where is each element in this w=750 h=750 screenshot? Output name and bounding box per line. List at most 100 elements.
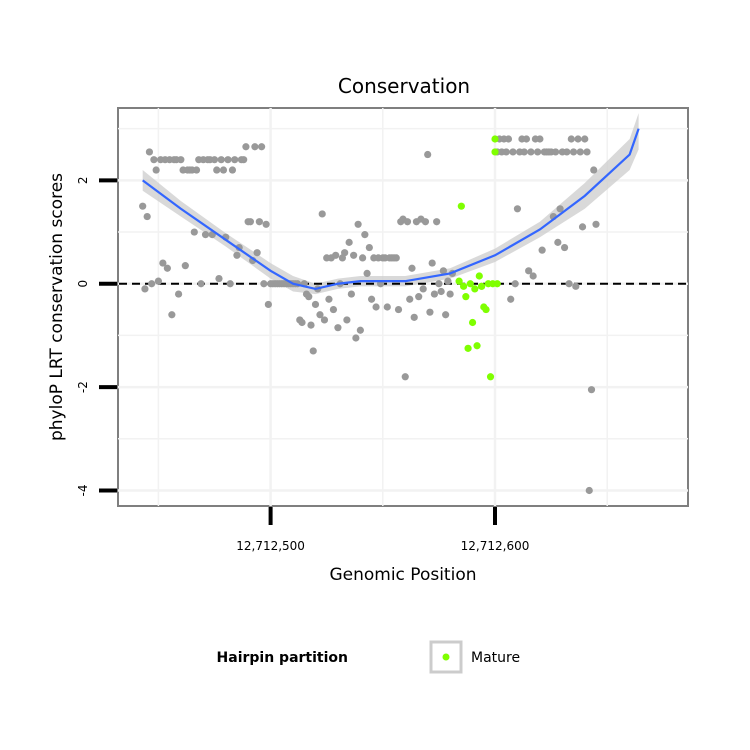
other-data-point [226,280,234,288]
other-data-point [574,135,582,143]
other-data-point [525,267,533,275]
other-data-point [356,326,364,334]
other-data-point [507,295,515,303]
other-data-point [511,280,519,288]
mature-data-point [491,135,499,143]
other-data-point [329,305,338,314]
other-data-point [316,311,324,319]
other-data-point [428,259,436,267]
x-axis: 12,712,500 12,712,600 [236,507,529,553]
other-data-point [426,308,434,316]
other-data-point [240,156,248,164]
other-data-point [215,274,223,283]
other-data-point [224,156,232,164]
mature-data-point [468,318,477,327]
other-data-point [403,218,412,226]
other-data-point [143,212,151,221]
other-data-point [192,166,201,174]
other-data-point [430,290,439,298]
other-data-point [590,166,598,174]
confidence-band-area [142,113,639,295]
other-data-point [341,249,349,257]
other-data-point [246,218,255,226]
other-data-point [560,243,569,252]
other-data-point [433,218,441,226]
chart-title: Conservation [338,74,470,98]
other-data-point [354,220,362,228]
other-data-point [311,300,320,309]
other-data-point [556,205,564,213]
mature-data-point [482,305,490,314]
other-data-point [437,287,445,296]
other-data-point [197,280,205,288]
other-data-point [509,148,517,156]
other-data-point [563,148,571,156]
other-data-point [334,324,342,332]
other-data-point [439,267,447,275]
other-data-point [255,218,263,226]
other-data-point [320,316,329,324]
other-data-point [210,156,219,164]
other-data-point [343,316,351,324]
other-data-point [415,293,423,301]
other-data-point [345,238,353,246]
other-data-point [262,220,270,228]
other-data-point [307,321,315,329]
other-data-point [587,386,596,394]
mature-data-point [475,272,483,280]
legend-mature-marker [442,653,450,661]
other-data-point [168,311,176,319]
other-data-point [538,246,546,254]
other-data-point [583,148,591,156]
other-data-point [213,166,221,174]
other-data-point [372,303,380,311]
other-data-point [318,210,326,218]
other-data-point [446,290,454,298]
other-data-point [592,220,600,228]
mature-data-point [457,202,465,210]
mature-data-point [462,293,470,301]
other-data-point [554,238,562,246]
other-data-point [264,300,272,309]
other-data-point [442,311,450,319]
other-data-point [305,293,313,301]
other-data-point [394,305,403,314]
x-tick-label: 12,712,500 [236,539,305,553]
panel-background [117,107,689,507]
mature-data-point [473,342,481,350]
other-data-point [578,223,587,231]
other-data-point [148,280,156,288]
other-data-point [332,251,340,259]
other-data-point [298,318,306,327]
legend: Hairpin partition Mature [217,640,520,674]
other-data-point [401,373,409,381]
other-data-point [365,243,373,252]
other-data-point [242,143,250,151]
other-data-point [190,228,198,236]
mature-data-point [491,148,499,156]
other-data-point [152,166,160,174]
other-data-point [572,282,580,290]
other-data-point [154,277,162,285]
other-data-point [231,156,239,164]
mature-data-point [486,373,495,381]
other-data-point [527,148,535,156]
other-data-point [233,251,241,259]
other-data-point [219,166,228,174]
other-data-point [359,254,367,262]
other-data-point [217,156,225,164]
y-tick-label: -2 [76,381,90,393]
other-data-point [141,285,149,293]
other-data-point [551,148,560,156]
other-data-point [444,277,452,285]
other-data-point [534,148,542,156]
y-axis: -4 -2 0 2 [76,177,117,496]
other-data-point [569,148,578,156]
other-data-point [174,290,183,298]
smooth-fit-line [142,128,640,291]
x-tick-label: 12,712,600 [461,539,530,553]
other-data-point [347,290,355,298]
legend-mature-label: Mature [471,650,520,666]
y-tick-label: 2 [76,177,90,185]
plot-panel [117,107,689,507]
